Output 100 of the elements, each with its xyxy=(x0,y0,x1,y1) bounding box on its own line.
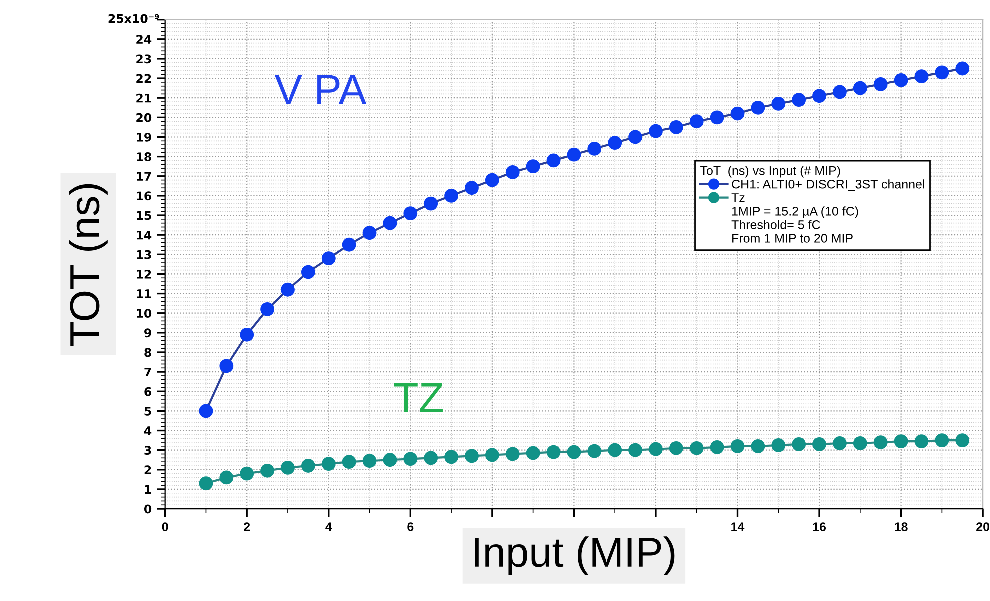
y-tick-label: 7 xyxy=(144,368,152,377)
point xyxy=(567,148,582,162)
y-tick-label: 13 xyxy=(137,250,152,260)
y-axis-title: TOT (ns) xyxy=(69,184,108,346)
point xyxy=(853,436,868,450)
x-tick-label: 16 xyxy=(813,522,826,532)
point xyxy=(628,443,642,458)
point xyxy=(362,454,377,468)
point xyxy=(362,226,377,240)
y-tick-label: 10 xyxy=(137,309,152,318)
point xyxy=(322,457,336,471)
point xyxy=(301,265,316,280)
annotation: Threshold= 5 fC xyxy=(732,220,820,230)
point xyxy=(526,446,540,460)
point xyxy=(812,89,826,104)
y-tick-label: 20 xyxy=(136,113,152,122)
point xyxy=(710,110,724,125)
point xyxy=(404,206,418,221)
point xyxy=(240,328,254,342)
x-tick-label: 4 xyxy=(326,522,332,532)
y-tick-label: 6 xyxy=(144,387,152,396)
point xyxy=(260,302,274,316)
annotation: TZ xyxy=(394,384,443,412)
legend-label: Tz xyxy=(732,194,745,202)
point xyxy=(608,443,622,458)
point xyxy=(608,136,622,150)
y-tick-label: 12 xyxy=(137,270,152,279)
point xyxy=(914,434,929,448)
point xyxy=(812,438,826,452)
point xyxy=(220,359,234,374)
point xyxy=(833,436,847,450)
point xyxy=(404,452,418,466)
point xyxy=(485,448,500,462)
point xyxy=(546,445,561,460)
legend-title: ToT (ns) vs Input (# MIP) xyxy=(700,166,840,178)
point xyxy=(199,476,214,491)
x-tick-label: 18 xyxy=(895,522,908,532)
point xyxy=(730,439,745,454)
y-tick-label: 18 xyxy=(137,152,152,162)
point xyxy=(342,238,356,252)
point xyxy=(444,450,458,464)
point xyxy=(751,100,766,115)
point xyxy=(956,62,970,76)
point xyxy=(465,449,479,464)
point xyxy=(690,441,704,456)
point xyxy=(649,124,663,138)
point xyxy=(506,447,520,462)
point xyxy=(322,252,336,266)
y-tick-label: 17 xyxy=(137,172,152,181)
point xyxy=(567,445,582,460)
point xyxy=(588,444,602,458)
x-tick-label: 20 xyxy=(976,522,990,532)
y-tick-label: 22 xyxy=(136,74,152,84)
point xyxy=(301,459,316,473)
y-tick-label: 21 xyxy=(136,94,152,103)
y-tick-label: 3 xyxy=(144,446,152,455)
y-tick-label: 15 xyxy=(137,211,152,220)
annotation: From 1 MIP to 20 MIP xyxy=(732,234,853,243)
y-tick-label: 5 xyxy=(144,407,152,416)
point xyxy=(588,142,602,156)
point xyxy=(956,434,970,448)
y-tick-label: 0 xyxy=(144,504,152,514)
x-tick-label: 2 xyxy=(244,522,250,532)
point xyxy=(199,404,214,418)
y-tick-label: 8 xyxy=(144,348,152,358)
point xyxy=(833,85,847,100)
point xyxy=(424,451,438,466)
point xyxy=(914,70,929,84)
point xyxy=(751,439,766,454)
point xyxy=(424,196,438,211)
point xyxy=(485,173,500,188)
point xyxy=(772,438,786,452)
point xyxy=(240,466,254,481)
point xyxy=(506,166,520,180)
annotation: V PA xyxy=(274,75,367,104)
point xyxy=(730,106,745,121)
x-axis-title: Input (MIP) xyxy=(475,536,675,576)
point xyxy=(526,160,540,174)
x-tick-label: 14 xyxy=(732,522,745,532)
point xyxy=(281,282,295,297)
y-tick-label: 19 xyxy=(137,132,152,142)
point xyxy=(874,77,888,92)
point xyxy=(690,114,704,129)
y-tick-label: 16 xyxy=(137,192,152,201)
point xyxy=(894,74,908,88)
point xyxy=(383,216,398,230)
x-tick-label: 0 xyxy=(162,522,168,532)
y-tick-label: 9 xyxy=(144,328,152,338)
point xyxy=(649,442,663,456)
point xyxy=(444,189,458,203)
x-tick-label: 6 xyxy=(408,522,414,532)
y-tick-label: 4 xyxy=(144,426,152,436)
point xyxy=(669,441,684,456)
point xyxy=(894,434,908,448)
point xyxy=(935,66,950,80)
annotation: 1MIP = 15.2 µA (10 fC) xyxy=(732,206,858,218)
point xyxy=(342,455,356,470)
y-tick-label: 23 xyxy=(136,54,152,64)
point xyxy=(281,461,295,475)
point xyxy=(260,464,274,478)
